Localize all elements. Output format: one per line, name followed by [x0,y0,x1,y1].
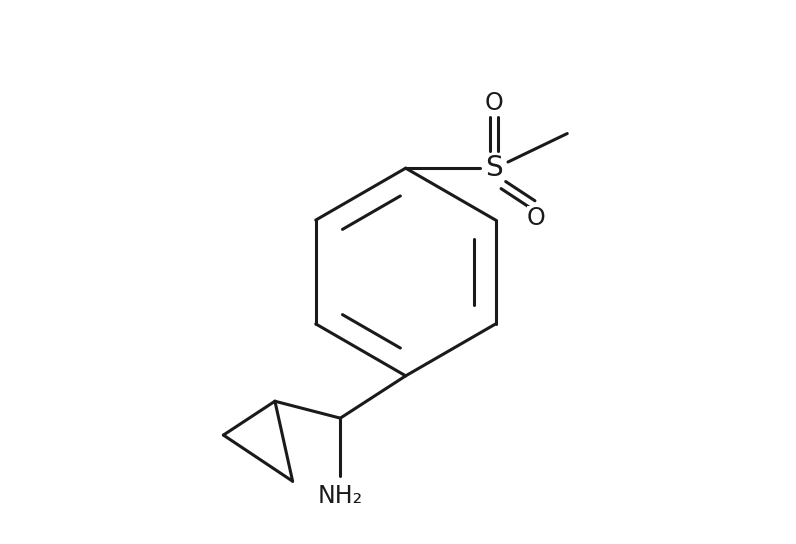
Text: O: O [485,91,504,115]
Text: NH₂: NH₂ [318,484,363,508]
Text: O: O [527,206,546,230]
Text: S: S [486,154,503,182]
